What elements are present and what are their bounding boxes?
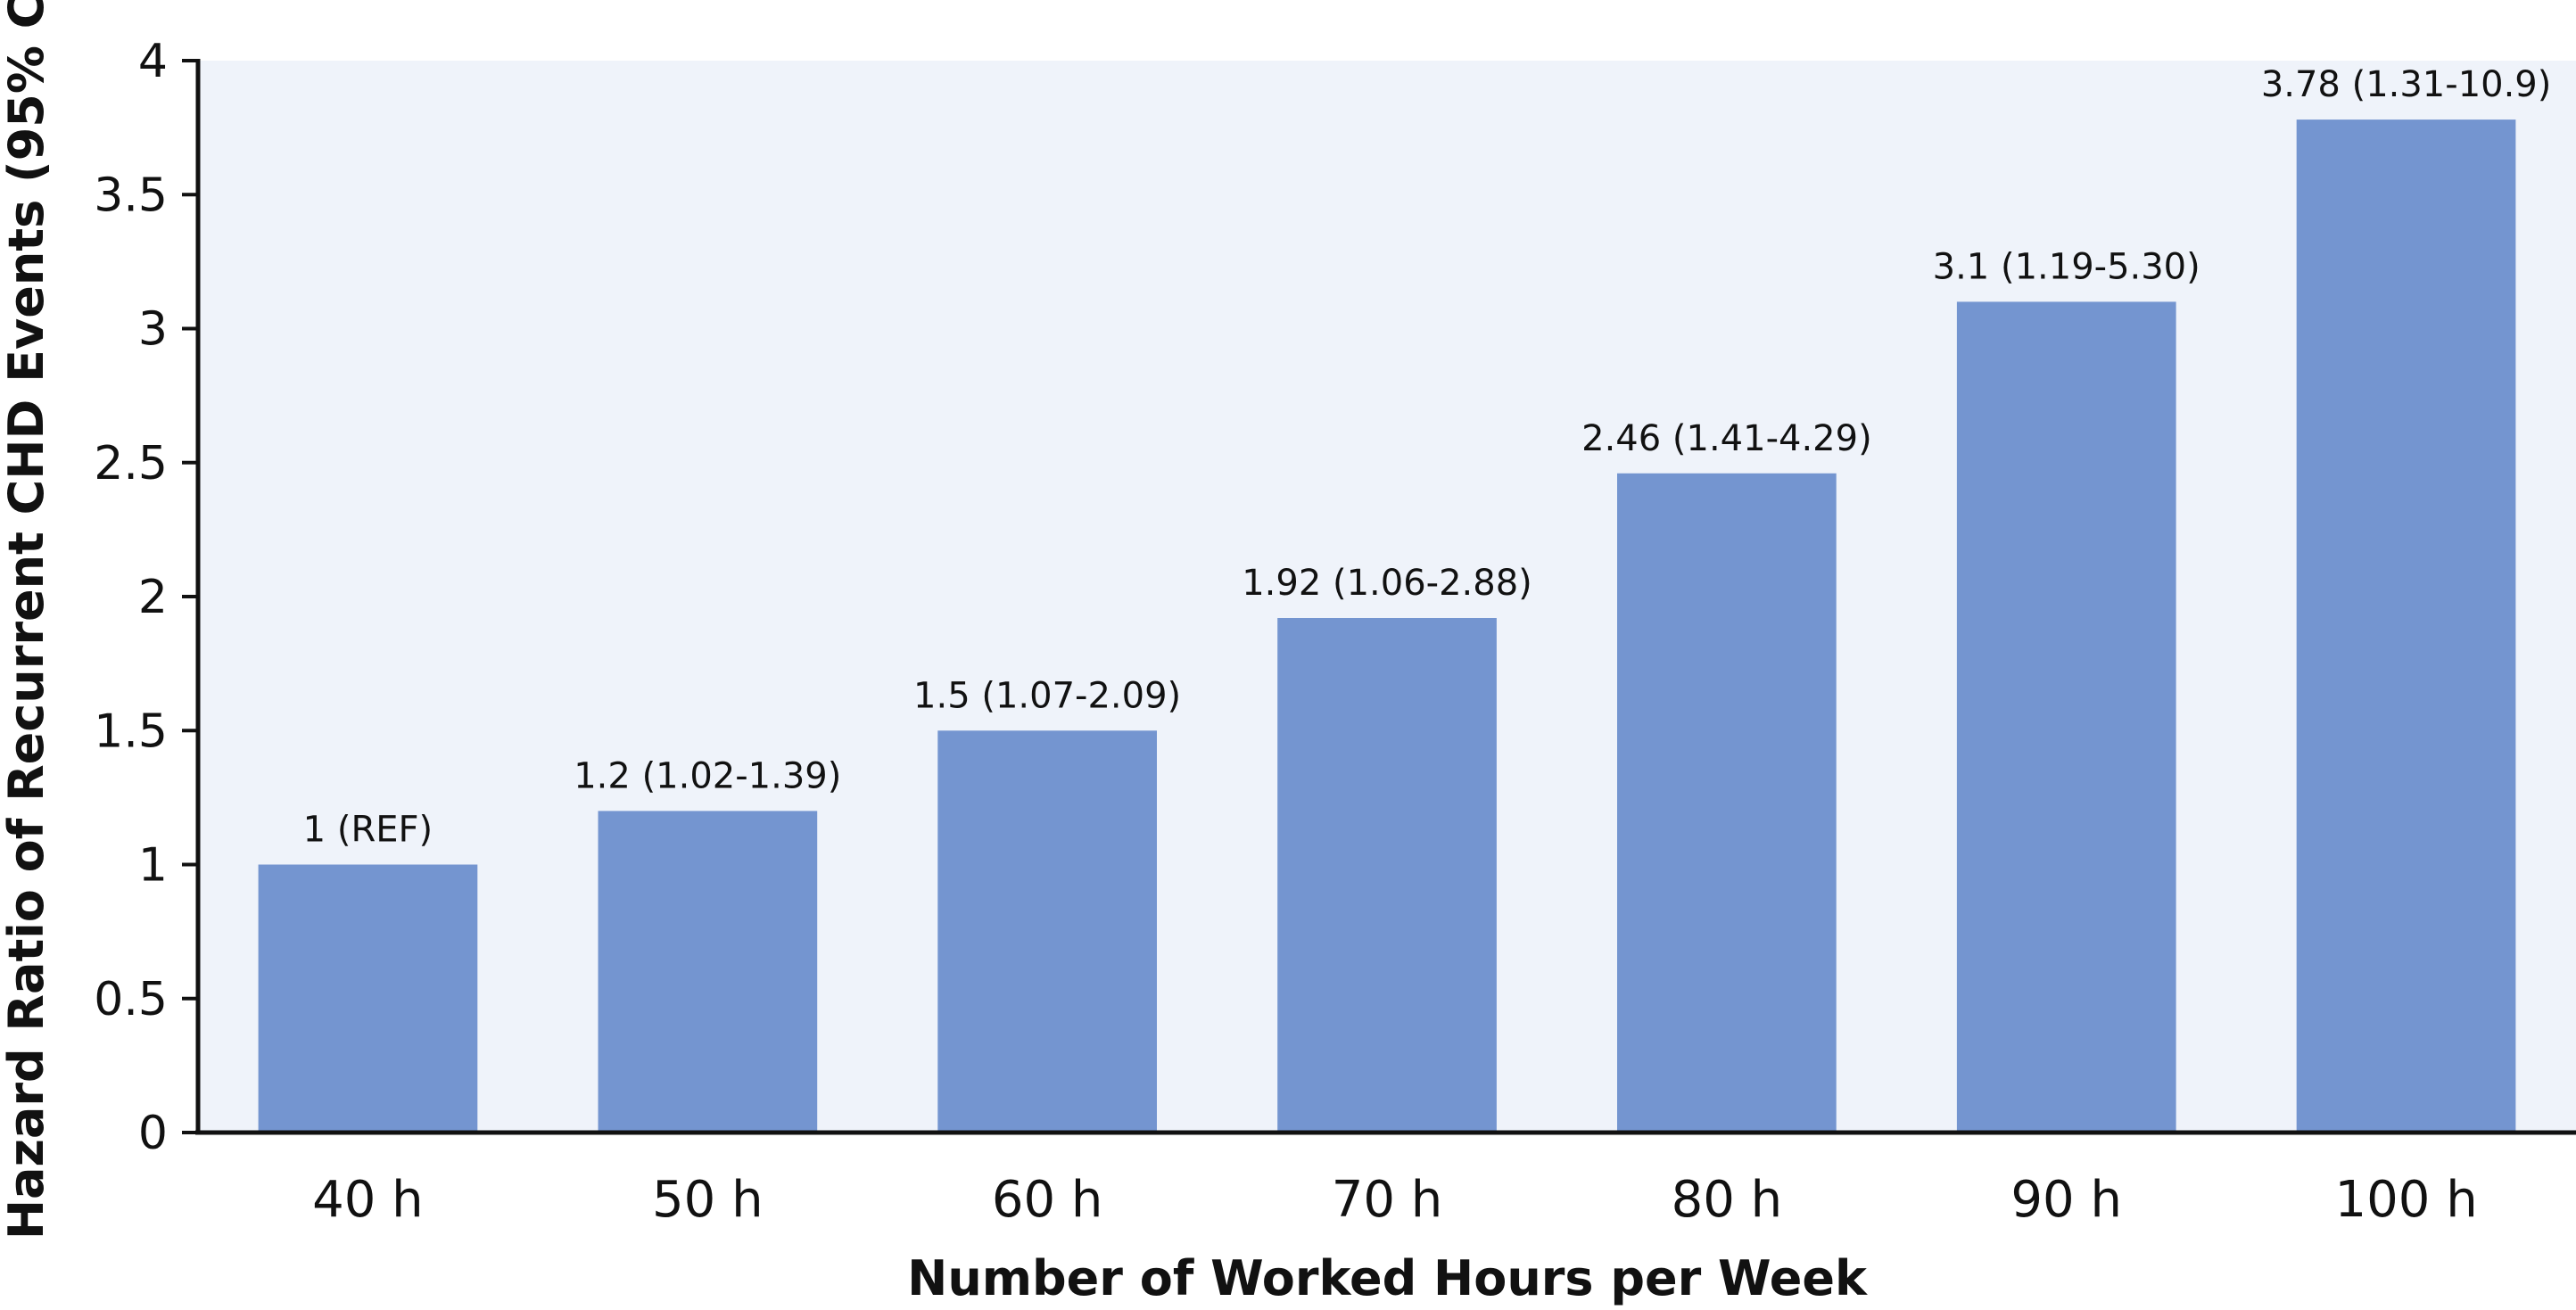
x-tick-label-1: 50 h <box>652 1171 764 1229</box>
y-tick-label-2: 1 <box>138 839 168 893</box>
bar-3 <box>1277 618 1497 1133</box>
data-labels-group: 1 (REF) 1.2 (1.02-1.39) 1.5 (1.07-2.09) 1.9… <box>303 64 2552 850</box>
y-axis-title: Hazard Ratio of Recurrent CHD Events (95… <box>0 0 54 1240</box>
x-tick-label-6: 100 h <box>2335 1171 2478 1229</box>
y-tick-label-4: 2 <box>138 571 168 624</box>
y-tick-label-3: 1.5 <box>94 704 168 758</box>
x-axis-title: Number of Worked Hours per Week <box>907 1250 1868 1306</box>
data-label-6: 3.78 (1.31-10.9) <box>2261 64 2552 105</box>
data-label-3: 1.92 (1.06-2.88) <box>1242 563 1532 604</box>
data-label-2: 1.5 (1.07-2.09) <box>913 675 1181 716</box>
bar-6 <box>2296 119 2516 1133</box>
x-tick-label-3: 70 h <box>1332 1171 1443 1229</box>
bar-5 <box>1956 301 2176 1133</box>
y-tick-label-5: 2.5 <box>94 437 168 490</box>
y-tick-label-6: 3 <box>138 303 168 357</box>
y-tick-label-7: 3.5 <box>94 169 168 222</box>
y-tick-label-0: 0 <box>138 1107 168 1160</box>
y-tick-label-1: 0.5 <box>94 973 168 1026</box>
x-tick-label-4: 80 h <box>1672 1171 1783 1229</box>
data-label-1: 1.2 (1.02-1.39) <box>574 755 841 796</box>
data-label-4: 2.46 (1.41-4.29) <box>1581 418 1872 459</box>
x-ticks-group: 40 h 50 h 60 h 70 h 80 h 90 h 100 h <box>312 1171 2478 1229</box>
bar-2 <box>937 730 1157 1133</box>
bar-1 <box>598 811 818 1133</box>
y-ticks-group: 0 0.5 1 1.5 2 2.5 3 3.5 4 <box>94 35 198 1160</box>
x-tick-label-0: 40 h <box>312 1171 424 1229</box>
y-tick-label-8: 4 <box>138 35 168 88</box>
data-label-0: 1 (REF) <box>303 810 433 851</box>
bar-4 <box>1617 473 1837 1133</box>
data-label-5: 3.1 (1.19-5.30) <box>1933 246 2200 287</box>
bars-group <box>258 119 2516 1133</box>
x-tick-label-2: 60 h <box>992 1171 1103 1229</box>
x-tick-label-5: 90 h <box>2010 1171 2122 1229</box>
bar-0 <box>258 864 478 1133</box>
